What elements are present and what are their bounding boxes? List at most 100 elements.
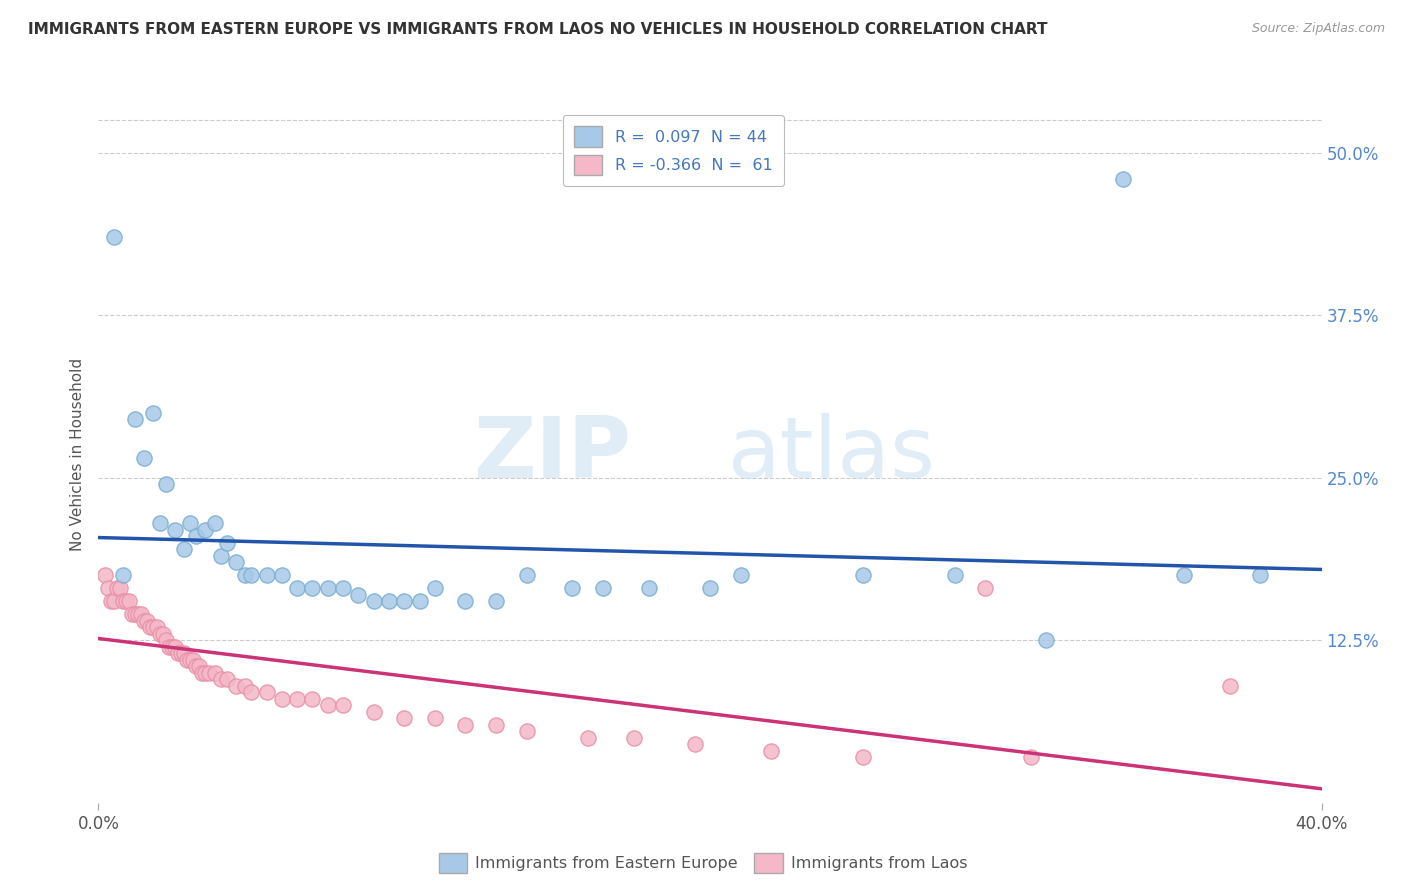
Point <box>181 653 204 667</box>
Point <box>149 516 172 531</box>
Point <box>103 230 125 244</box>
Point <box>1112 171 1135 186</box>
Point <box>623 731 645 745</box>
Point <box>139 620 162 634</box>
Point <box>423 581 446 595</box>
Legend: Immigrants from Eastern Europe, Immigrants from Laos: Immigrants from Eastern Europe, Immigran… <box>432 847 974 880</box>
Point <box>730 568 752 582</box>
Point <box>149 626 172 640</box>
Point <box>134 451 156 466</box>
Point <box>332 581 354 595</box>
Point <box>485 594 508 608</box>
Text: Source: ZipAtlas.com: Source: ZipAtlas.com <box>1251 22 1385 36</box>
Point <box>454 594 477 608</box>
Point <box>852 750 875 764</box>
Point <box>170 646 193 660</box>
Point <box>186 659 208 673</box>
Point <box>240 685 263 699</box>
Point <box>105 581 128 595</box>
Point <box>111 568 134 582</box>
Point <box>301 691 323 706</box>
Point <box>316 581 339 595</box>
Point <box>103 594 125 608</box>
Point <box>233 568 256 582</box>
Point <box>136 614 159 628</box>
Point <box>576 731 599 745</box>
Point <box>179 653 201 667</box>
Point <box>215 535 238 549</box>
Point <box>423 711 446 725</box>
Point <box>186 529 208 543</box>
Point <box>378 594 401 608</box>
Point <box>974 581 997 595</box>
Point <box>363 594 385 608</box>
Point <box>176 653 198 667</box>
Point <box>408 594 430 608</box>
Point <box>155 633 177 648</box>
Point <box>97 581 120 595</box>
Point <box>759 744 782 758</box>
Point <box>100 594 122 608</box>
Point <box>592 581 614 595</box>
Point <box>516 724 538 739</box>
Point <box>233 679 256 693</box>
Point <box>943 568 966 582</box>
Point <box>173 646 195 660</box>
Point <box>256 685 278 699</box>
Point <box>194 523 217 537</box>
Point <box>204 665 226 680</box>
Point <box>1249 568 1271 582</box>
Point <box>127 607 149 622</box>
Point <box>142 620 165 634</box>
Point <box>142 406 165 420</box>
Point <box>209 672 232 686</box>
Text: IMMIGRANTS FROM EASTERN EUROPE VS IMMIGRANTS FROM LAOS NO VEHICLES IN HOUSEHOLD : IMMIGRANTS FROM EASTERN EUROPE VS IMMIGR… <box>28 22 1047 37</box>
Point <box>155 477 177 491</box>
Point <box>332 698 354 713</box>
Point <box>301 581 323 595</box>
Point <box>699 581 721 595</box>
Text: atlas: atlas <box>728 413 936 497</box>
Point <box>111 594 134 608</box>
Point <box>852 568 875 582</box>
Point <box>167 646 190 660</box>
Point <box>145 620 167 634</box>
Point <box>1219 679 1241 693</box>
Point <box>173 542 195 557</box>
Point <box>225 679 247 693</box>
Point <box>316 698 339 713</box>
Point <box>1035 633 1057 648</box>
Point <box>215 672 238 686</box>
Point <box>129 607 152 622</box>
Point <box>347 588 370 602</box>
Point <box>188 659 211 673</box>
Point <box>392 711 416 725</box>
Text: ZIP: ZIP <box>472 413 630 497</box>
Point <box>392 594 416 608</box>
Point <box>163 640 186 654</box>
Point <box>225 555 247 569</box>
Point <box>485 718 508 732</box>
Point <box>121 607 143 622</box>
Legend: R =  0.097  N = 44, R = -0.366  N =  61: R = 0.097 N = 44, R = -0.366 N = 61 <box>562 115 785 186</box>
Point <box>134 614 156 628</box>
Point <box>256 568 278 582</box>
Point <box>163 523 186 537</box>
Point <box>194 665 217 680</box>
Point <box>93 568 115 582</box>
Point <box>108 581 131 595</box>
Point <box>124 412 146 426</box>
Point <box>637 581 661 595</box>
Point <box>363 705 385 719</box>
Point <box>124 607 146 622</box>
Point <box>160 640 183 654</box>
Point <box>179 516 201 531</box>
Point <box>285 581 308 595</box>
Point <box>204 516 226 531</box>
Point <box>1173 568 1195 582</box>
Point <box>191 665 214 680</box>
Point <box>157 640 180 654</box>
Point <box>270 691 292 706</box>
Point <box>454 718 477 732</box>
Point <box>285 691 308 706</box>
